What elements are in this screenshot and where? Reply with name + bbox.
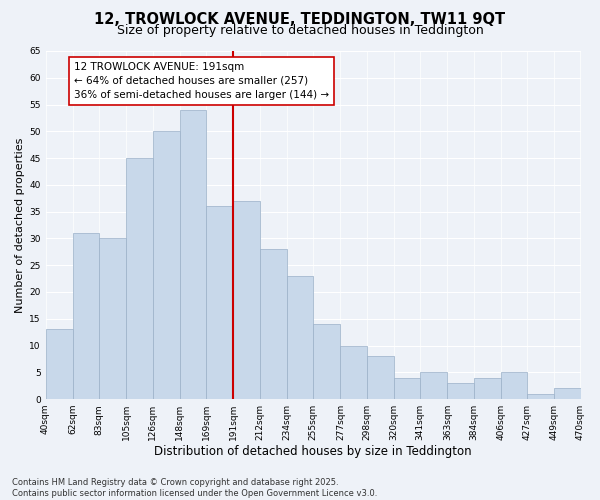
Text: 12 TROWLOCK AVENUE: 191sqm
← 64% of detached houses are smaller (257)
36% of sem: 12 TROWLOCK AVENUE: 191sqm ← 64% of deta… [74,62,329,100]
Bar [313,324,340,399]
Bar [73,233,99,399]
Bar [233,201,260,399]
Bar [420,372,448,399]
Text: Contains HM Land Registry data © Crown copyright and database right 2025.
Contai: Contains HM Land Registry data © Crown c… [12,478,377,498]
Bar [501,372,527,399]
Bar [127,158,152,399]
Bar [367,356,394,399]
Bar [473,378,501,399]
Bar [554,388,581,399]
Bar [99,238,127,399]
Text: 12, TROWLOCK AVENUE, TEDDINGTON, TW11 9QT: 12, TROWLOCK AVENUE, TEDDINGTON, TW11 9Q… [94,12,506,28]
Y-axis label: Number of detached properties: Number of detached properties [15,138,25,312]
X-axis label: Distribution of detached houses by size in Teddington: Distribution of detached houses by size … [154,444,472,458]
Bar [46,330,73,399]
Bar [152,132,180,399]
Bar [340,346,367,399]
Bar [260,249,287,399]
Bar [180,110,206,399]
Bar [448,383,473,399]
Bar [206,206,233,399]
Bar [287,276,313,399]
Text: Size of property relative to detached houses in Teddington: Size of property relative to detached ho… [116,24,484,37]
Bar [394,378,420,399]
Bar [527,394,554,399]
